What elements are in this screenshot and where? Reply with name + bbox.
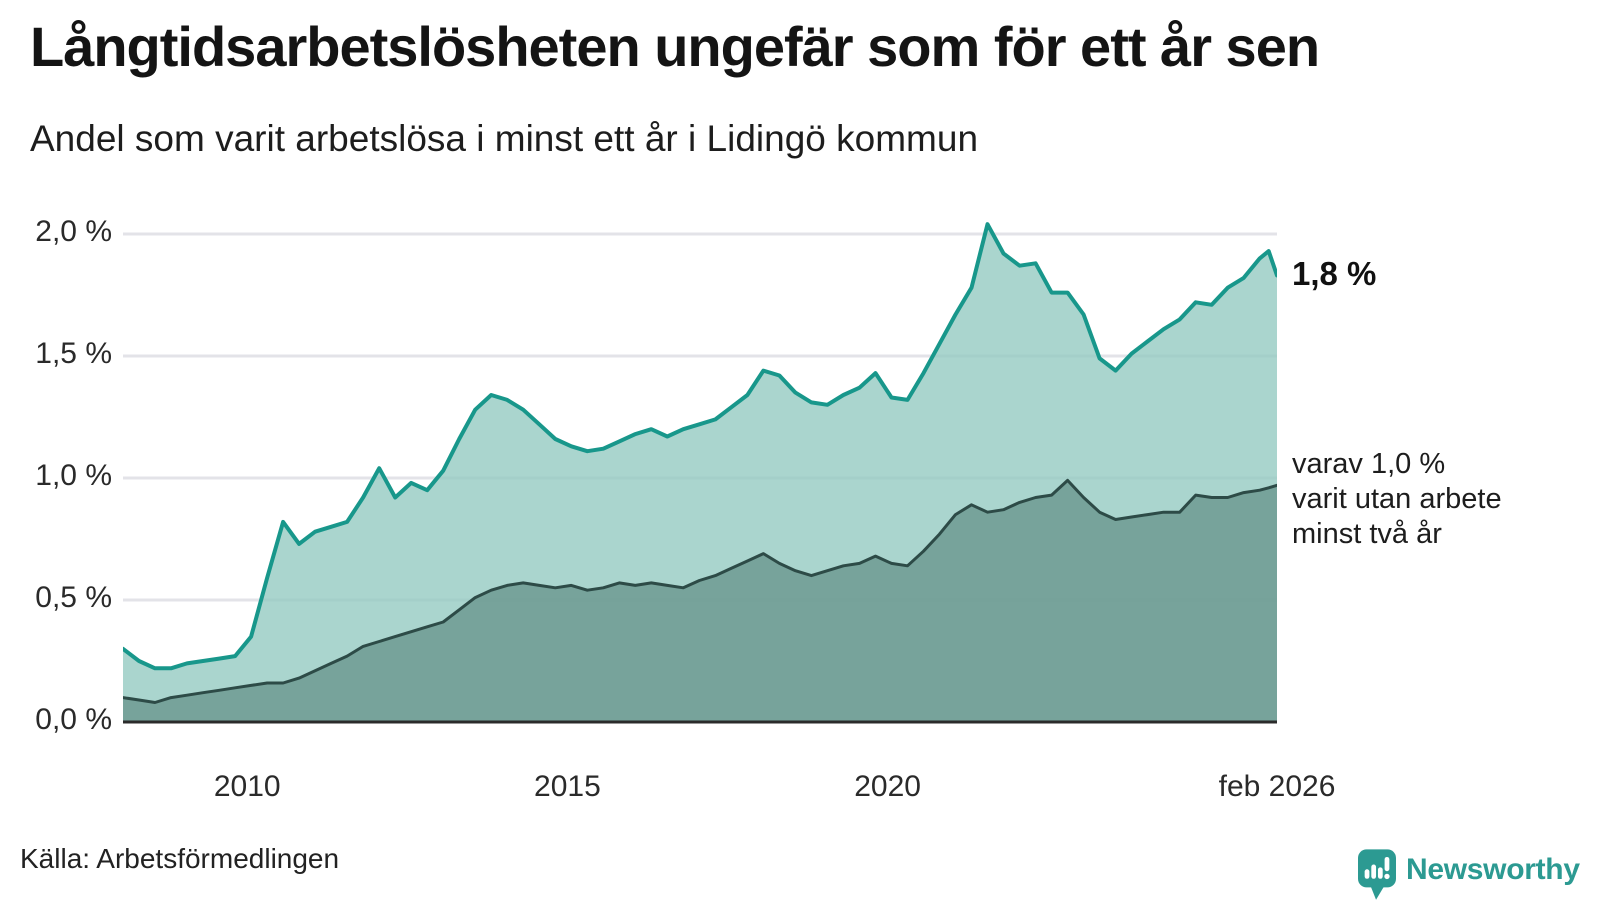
- line-varav utan arbete minst två år: [123, 478, 1277, 704]
- end-value-annotation: 1,8 %: [1292, 255, 1377, 292]
- secondary-annotation-line3: minst två år: [1292, 518, 1442, 550]
- brand-name: Newsworthy: [1406, 853, 1580, 886]
- page-title: Långtidsarbetslösheten ungefär som för e…: [30, 15, 1320, 78]
- x-tick-label: feb 2026: [1218, 770, 1336, 803]
- chart-svg: [123, 222, 1277, 724]
- y-tick-label: 2,0 %: [35, 215, 112, 248]
- y-tick-label: 1,5 %: [35, 337, 112, 370]
- secondary-annotation-line2: varit utan arbete: [1292, 483, 1502, 515]
- newsworthy-icon: [1358, 849, 1396, 906]
- y-tick-label: 0,0 %: [35, 703, 112, 736]
- y-tick-label: 1,0 %: [35, 459, 112, 492]
- x-tick-label: 2010: [213, 770, 281, 803]
- y-tick-label: 0,5 %: [35, 581, 112, 614]
- area-varav utan arbete minst två år: [123, 480, 1277, 722]
- source-note: Källa: Arbetsförmedlingen: [20, 843, 340, 874]
- x-tick-label: 2015: [534, 770, 601, 803]
- secondary-annotation-line1: varav 1,0 %: [1292, 448, 1446, 480]
- brand-logo: Newsworthy: [1358, 849, 1580, 901]
- line-Andel som varit arbetslösa i minst ett år: [123, 222, 1277, 671]
- x-tick-label: 2020: [854, 770, 921, 803]
- secondary-annotation: varav 1,0 % varit utan arbete minst två …: [1292, 447, 1502, 552]
- page-subtitle: Andel som varit arbetslösa i minst ett å…: [30, 118, 979, 159]
